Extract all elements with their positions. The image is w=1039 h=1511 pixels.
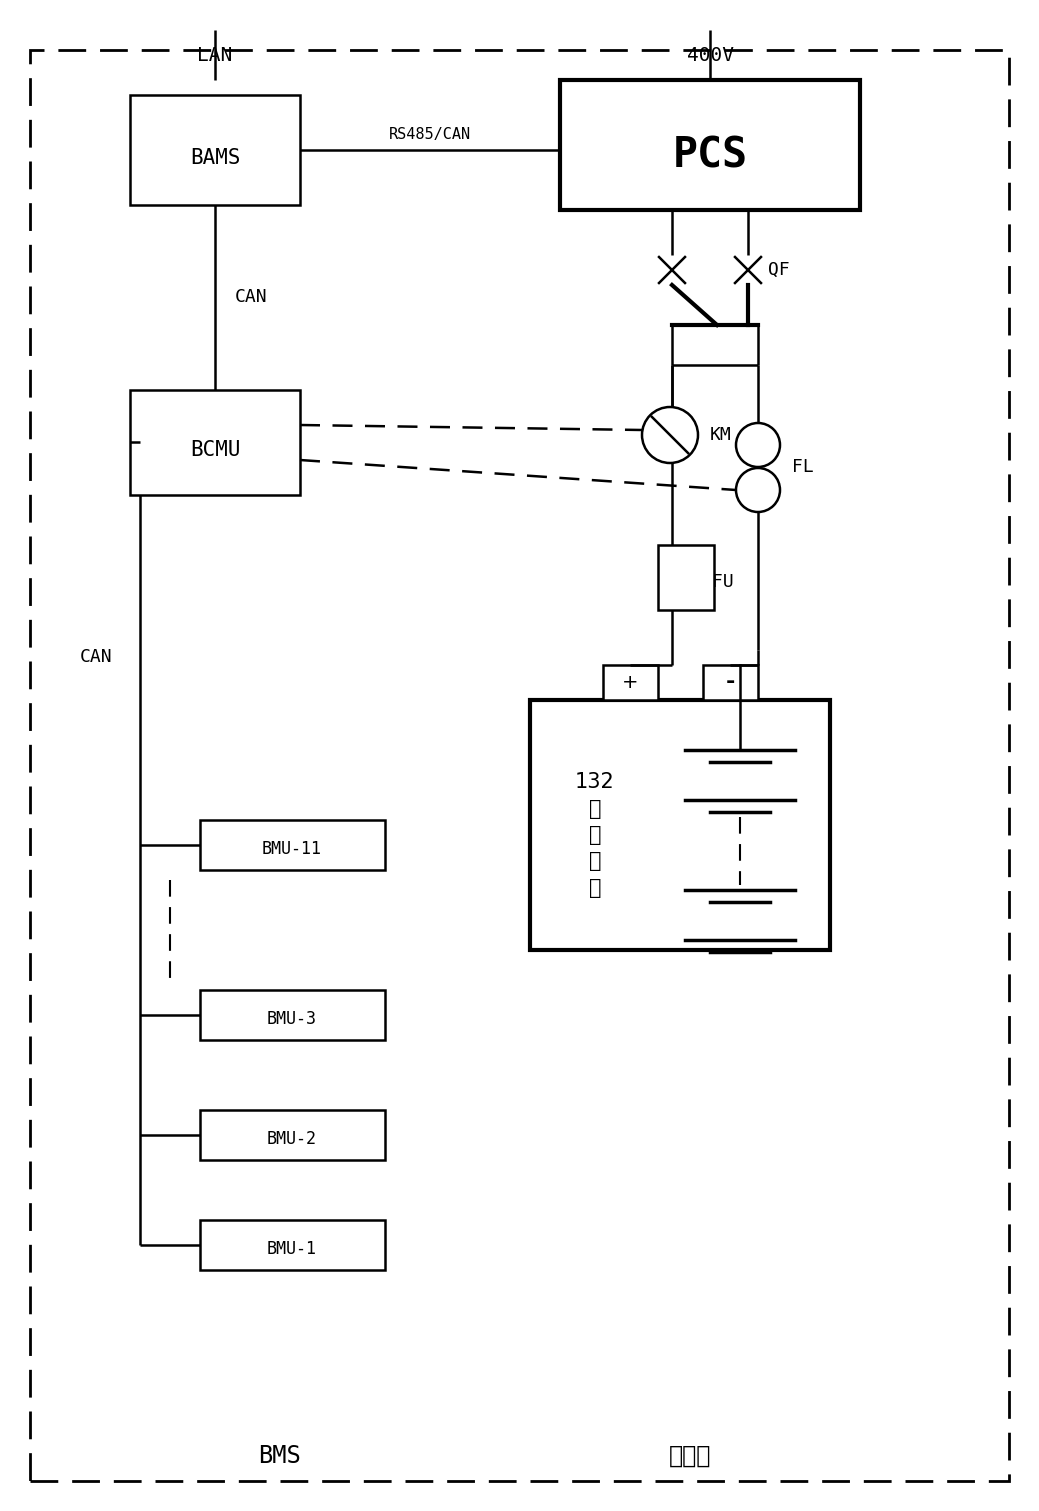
Bar [130, 390, 300, 496]
Circle shape [736, 468, 780, 512]
Text: FU: FU [712, 573, 734, 591]
Circle shape [642, 406, 698, 462]
Text: CAN: CAN [80, 648, 112, 666]
Circle shape [736, 423, 780, 467]
Text: BMU-2: BMU-2 [267, 1130, 317, 1148]
Bar [703, 665, 758, 700]
Text: 电池组: 电池组 [669, 1445, 711, 1469]
Bar [603, 665, 658, 700]
Bar [199, 820, 385, 870]
Text: BMU-11: BMU-11 [262, 840, 322, 858]
Bar [560, 80, 860, 210]
Text: BMU-1: BMU-1 [267, 1241, 317, 1259]
Bar [199, 1219, 385, 1271]
Bar [658, 545, 714, 610]
Text: 132
节
电
池
组: 132 节 电 池 组 [576, 772, 615, 898]
Text: +: + [621, 672, 638, 692]
Text: RS485/CAN: RS485/CAN [389, 127, 471, 142]
Text: BMS: BMS [259, 1445, 301, 1469]
Bar [199, 1111, 385, 1160]
Bar [199, 990, 385, 1040]
Text: BCMU: BCMU [190, 440, 240, 459]
Text: 400V: 400V [687, 45, 734, 65]
Text: PCS: PCS [672, 134, 747, 175]
Bar [530, 700, 830, 950]
Text: BMU-3: BMU-3 [267, 1009, 317, 1027]
Text: FL: FL [792, 458, 814, 476]
Text: QF: QF [768, 261, 790, 280]
Text: KM: KM [710, 426, 731, 444]
Bar [130, 95, 300, 205]
Text: BAMS: BAMS [190, 148, 240, 168]
Text: CAN: CAN [235, 289, 268, 307]
Text: LAN: LAN [197, 45, 233, 65]
Text: -: - [725, 672, 735, 692]
